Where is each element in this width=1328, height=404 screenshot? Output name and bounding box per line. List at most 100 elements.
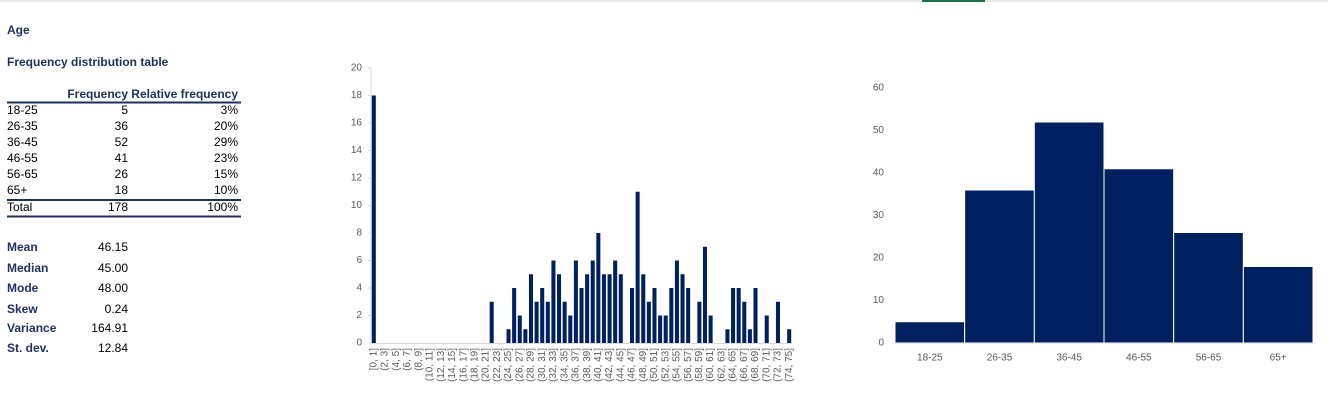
x-tick-label: (14, 15] — [447, 348, 458, 382]
x-tick-label: (6, 7] — [402, 348, 413, 371]
bar — [562, 301, 567, 343]
row-label: 26-35 — [7, 119, 38, 133]
stat-label: Skew — [7, 302, 38, 316]
y-tick-label: 14 — [351, 145, 363, 156]
x-tick-label: 65+ — [1270, 353, 1287, 364]
x-tick-label: (18, 19] — [469, 348, 480, 382]
bar — [1103, 168, 1175, 344]
x-tick-label: 36-45 — [1056, 353, 1082, 364]
frequency: 41 — [115, 151, 129, 165]
y-tick-label: 20 — [351, 63, 363, 74]
stat-value: 0.24 — [105, 302, 129, 316]
x-tick-label: (2, 3] — [380, 348, 391, 371]
x-tick-label: (38, 39] — [582, 348, 593, 382]
bar — [1242, 266, 1314, 344]
x-tick-label: (66, 67] — [739, 348, 750, 382]
bar — [629, 288, 635, 343]
stat-label: Mean — [7, 240, 38, 254]
y-tick-label: 60 — [873, 83, 885, 94]
total-frequency: 178 — [108, 200, 128, 214]
x-tick-label: (58, 59] — [694, 348, 705, 382]
x-tick-label: 46-55 — [1126, 353, 1152, 364]
x-tick-label: (60, 61] — [705, 348, 716, 382]
bar — [1033, 121, 1105, 344]
y-tick-label: 18 — [351, 90, 363, 101]
total-relative: 100% — [207, 200, 238, 214]
y-tick-label: 4 — [356, 283, 362, 294]
bar — [646, 301, 651, 343]
y-tick-label: 2 — [356, 310, 362, 321]
x-tick-label: (56, 57] — [683, 348, 694, 382]
bar — [635, 191, 640, 343]
stat-value: 45.00 — [98, 261, 128, 275]
bar — [708, 315, 713, 343]
x-tick-label: (52, 53] — [660, 348, 671, 382]
table-title: Frequency distribution table — [7, 55, 169, 69]
x-tick-label: (40, 41] — [593, 348, 604, 382]
stat-label: Variance — [7, 321, 57, 335]
bar — [545, 301, 550, 343]
x-tick-label: 26-35 — [987, 353, 1013, 364]
x-tick-label: 18-25 — [917, 353, 943, 364]
bar — [506, 329, 511, 343]
x-tick-label: (68, 69] — [750, 348, 761, 382]
stat-label: Mode — [7, 281, 39, 295]
row-label: 56-65 — [7, 167, 38, 181]
y-tick-label: 20 — [873, 253, 885, 264]
selected-column — [922, 0, 985, 2]
x-tick-label: (50, 51] — [649, 348, 660, 382]
bar — [540, 288, 545, 343]
stat-value: 164.91 — [91, 321, 128, 335]
bar — [1173, 232, 1244, 344]
y-tick-label: 40 — [873, 168, 885, 179]
x-tick-label: (26, 27] — [514, 348, 525, 382]
x-tick-label: (16, 17] — [458, 348, 469, 382]
frequency: 5 — [121, 103, 128, 117]
bar — [753, 288, 758, 343]
y-tick-label: 16 — [351, 118, 363, 129]
bar — [573, 260, 578, 343]
bar — [747, 329, 752, 343]
bar — [674, 260, 679, 343]
bar — [596, 233, 601, 343]
y-tick-label: 8 — [356, 228, 362, 239]
bar — [725, 329, 730, 343]
row-label: 18-25 — [7, 103, 38, 117]
frequency: 36 — [115, 119, 129, 133]
x-tick-label: (46, 47] — [627, 348, 638, 382]
bar — [607, 274, 612, 343]
x-tick-label: (28, 29] — [526, 348, 537, 382]
y-tick-label: 10 — [873, 295, 885, 306]
x-tick-label: (62, 63] — [716, 348, 727, 382]
stat-value: 48.00 — [98, 281, 128, 295]
x-tick-label: (34, 35] — [559, 348, 570, 382]
relative-frequency: 29% — [214, 135, 238, 149]
bar — [663, 315, 668, 343]
x-tick-label: (54, 55] — [672, 348, 683, 382]
total-label: Total — [7, 200, 32, 214]
x-tick-label: (36, 37] — [571, 348, 582, 382]
bar — [618, 274, 623, 343]
y-tick-label: 30 — [873, 210, 885, 221]
relative-frequency: 20% — [214, 119, 238, 133]
x-tick-label: (48, 49] — [638, 348, 649, 382]
bar — [523, 329, 528, 343]
bar — [371, 95, 376, 343]
x-tick-label: (42, 43] — [604, 348, 615, 382]
bar — [697, 301, 702, 343]
x-tick-label: (10, 11] — [425, 348, 436, 381]
bar — [489, 301, 494, 343]
x-tick-label: (24, 25] — [503, 348, 514, 382]
bar — [585, 274, 590, 343]
relative-frequency: 10% — [214, 183, 238, 197]
x-tick-label: (30, 31] — [537, 348, 548, 382]
x-tick-label: (32, 33] — [548, 348, 559, 382]
bar — [579, 288, 584, 343]
sheet-title: Age — [7, 23, 30, 37]
y-tick-label: 10 — [351, 200, 363, 211]
bar — [775, 301, 780, 343]
bar — [551, 260, 556, 343]
table-header: Relative frequency — [131, 87, 238, 101]
bar — [894, 321, 966, 344]
